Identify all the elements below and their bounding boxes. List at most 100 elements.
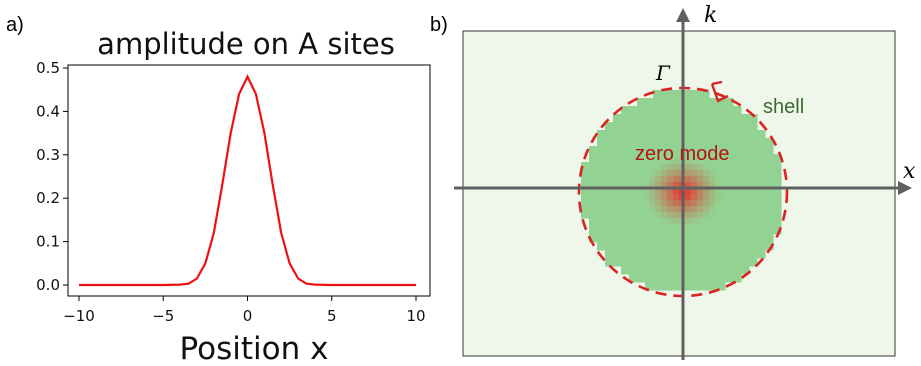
shell-cell [645,266,654,275]
zero-mode-cell [691,218,698,225]
shell-cell [741,130,750,139]
shell-cell [717,146,726,155]
shell-cell [661,258,670,267]
shell-cell [773,178,782,187]
y-tick-label: 0.3 [36,146,60,164]
zero-mode-cell [667,188,674,195]
shell-cell [757,178,766,187]
shell-cell [685,122,694,131]
zero-mode-cell [685,224,692,231]
shell-cell [669,234,678,243]
shell-cell [597,154,606,163]
shell-cell [669,146,678,155]
shell-cell [613,210,622,219]
zero-mode-cell [697,218,704,225]
shell-cell [621,218,630,227]
zero-mode-cell [661,158,668,165]
shell-cell [629,250,638,259]
shell-cell [589,154,598,163]
shell-cell [741,162,750,171]
zero-mode-cell [667,200,674,207]
k-axis-label: k [704,3,717,28]
shell-cell [637,130,646,139]
shell-cell [693,274,702,283]
shell-cell [741,170,750,179]
shell-cell [597,210,606,219]
shell-cell [773,202,782,211]
zero-mode-cell [649,200,656,207]
shell-cell [621,186,630,195]
shell-cell [653,258,662,267]
shell-cell [725,210,734,219]
x-tick-label: 0 [243,307,253,325]
shell-cell [701,274,710,283]
shell-cell [717,130,726,139]
shell-cell [725,202,734,211]
shell-cell [677,250,686,259]
shell-cell [605,234,614,243]
shell-cell [613,226,622,235]
shell-cell [677,106,686,115]
shell-cell [613,178,622,187]
zero-mode-cell [697,194,704,201]
shell-cell [677,274,686,283]
shell-cell [709,154,718,163]
shell-cell [597,194,606,203]
shell-cell [589,194,598,203]
x-axis-label: Position x [180,331,329,366]
shell-cell [749,138,758,147]
shell-cell [701,138,710,147]
shell-cell [613,234,622,243]
shell-cell [693,226,702,235]
shell-cell [645,130,654,139]
shell-cell [773,218,782,227]
shell-cell [685,282,694,291]
shell-cell [717,274,726,283]
plot-frame [67,64,431,297]
shell-cell [653,282,662,291]
shell-cell [757,162,766,171]
shell-cell [653,98,662,107]
zero-mode-cell [691,212,698,219]
zero-mode-cell [643,176,650,183]
shell-cell [693,114,702,123]
shell-cell [629,114,638,123]
shell-cell [605,162,614,171]
shell-cell [733,186,742,195]
shell-cell [733,210,742,219]
shell-cell [685,138,694,147]
zero-mode-cell [673,188,680,195]
shell-cell [677,98,686,107]
zero-mode-cell [661,170,668,177]
shell-cell [741,122,750,131]
shell-cell [645,138,654,147]
zero-mode-cell [703,218,710,225]
shell-cell [725,146,734,155]
shell-cell [733,258,742,267]
shell-cell [757,170,766,179]
shell-cell [621,210,630,219]
shell-cell [725,170,734,179]
zero-mode-cell [697,182,704,189]
shell-cell [589,210,598,219]
shell-cell [597,218,606,227]
zero-mode-cell [685,194,692,201]
shell-cell [629,234,638,243]
shell-cell [605,130,614,139]
shell-cell [645,162,654,171]
shell-cell [717,282,726,291]
shell-cell [629,186,638,195]
zero-mode-cell [661,200,668,207]
shell-cell [629,130,638,139]
x-tick-label: −10 [63,307,95,325]
shell-cell [661,282,670,291]
shell-cell [589,226,598,235]
shell-cell [621,226,630,235]
shell-cell [741,266,750,275]
shell-cell [645,218,654,227]
shell-cell [597,242,606,251]
shell-cell [709,106,718,115]
shell-cell [709,98,718,107]
y-tick-label: 0.5 [36,59,60,77]
shell-cell [629,258,638,267]
